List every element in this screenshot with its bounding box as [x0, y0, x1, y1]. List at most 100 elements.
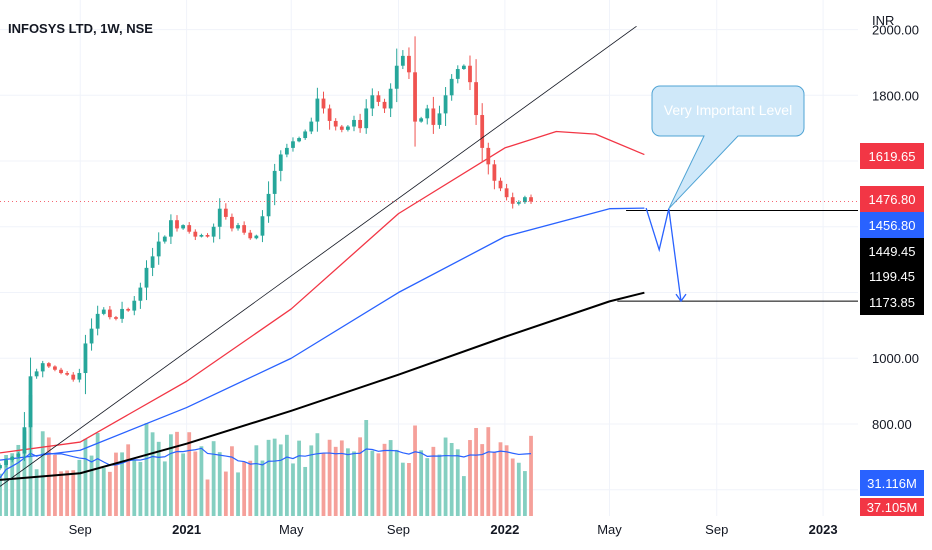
volume-bar	[10, 453, 15, 516]
candle-body	[83, 343, 88, 374]
candle-body	[101, 309, 106, 314]
candle-body	[162, 236, 167, 242]
candle-body	[211, 226, 216, 237]
x-tick-label: Sep	[705, 522, 728, 537]
volume-bar	[437, 454, 442, 516]
volume-bar	[175, 431, 179, 516]
candle-body	[443, 95, 448, 114]
candle-body	[95, 313, 100, 329]
volume-bar	[492, 451, 497, 516]
candle-body	[504, 188, 509, 198]
x-tick-label: Sep	[69, 522, 92, 537]
candle-body	[199, 234, 204, 237]
volume-bar	[95, 433, 100, 516]
price-tag	[860, 238, 924, 264]
candle-body	[4, 460, 8, 466]
candle-body	[327, 108, 332, 121]
volume-bar	[272, 438, 277, 516]
volume-bar	[211, 441, 216, 516]
volume-bar	[352, 451, 356, 516]
volume-bar	[169, 434, 173, 516]
volume-bar	[327, 439, 332, 516]
volume-bar	[34, 469, 39, 516]
candle-body	[242, 225, 247, 233]
candle-body	[144, 267, 149, 288]
candle-body	[388, 88, 393, 109]
moving-average-line	[0, 207, 645, 461]
trendline	[0, 25, 637, 487]
volume-bar	[40, 431, 45, 516]
candle-body	[156, 241, 161, 257]
candle-body	[480, 115, 485, 148]
candle-body	[0, 465, 2, 469]
annotations: Very Important Level	[0, 25, 858, 487]
volume-bar	[236, 472, 240, 516]
x-tick-label: 2022	[490, 522, 519, 537]
candle-body	[53, 366, 57, 370]
callout-box	[651, 85, 805, 210]
volume-bar	[65, 470, 70, 516]
candle-body	[46, 363, 51, 367]
volume-bar	[71, 470, 76, 516]
volume-bar	[156, 441, 161, 516]
candle-body	[22, 427, 27, 454]
candle-body	[272, 170, 277, 194]
x-tick-label: 2021	[172, 522, 201, 537]
volume-bar	[278, 444, 283, 516]
volume-bar	[83, 438, 88, 516]
volume-bar	[504, 445, 509, 516]
moving-average-line	[0, 291, 645, 481]
moving-average-line	[0, 130, 645, 454]
candle-body	[516, 202, 521, 204]
candle-body	[223, 208, 228, 217]
volume-bar	[468, 440, 472, 516]
candle-body	[492, 164, 497, 181]
candle-body	[126, 308, 131, 311]
projection-path	[645, 207, 682, 302]
candle-body	[193, 231, 198, 237]
candle-body	[498, 180, 503, 189]
volume-bar	[53, 454, 57, 516]
volume-bar	[120, 452, 124, 516]
candle-body	[437, 113, 442, 125]
candle-body	[114, 317, 118, 319]
price-axis[interactable]: 600.00800.001000.001800.002000.001619.65…	[860, 23, 924, 516]
volume-bar	[315, 433, 320, 516]
volume-bar	[339, 440, 344, 516]
time-axis[interactable]: Sep 2021 May Sep 2022 May Sep 2023	[0, 516, 932, 550]
volume-bar	[346, 448, 350, 516]
y-tick-label: 1000.00	[872, 351, 919, 366]
candle-body	[266, 193, 271, 217]
volume-bar	[523, 471, 527, 516]
price-tag	[860, 143, 924, 169]
candle-body	[150, 256, 155, 268]
candles	[0, 36, 533, 471]
volume-bar	[77, 459, 82, 516]
volume-bar	[303, 466, 308, 516]
candle-body	[34, 371, 39, 377]
volume-bar	[217, 452, 222, 516]
x-tick-label: May	[279, 522, 304, 537]
volume-bar	[230, 446, 234, 516]
volume-bar	[114, 452, 118, 516]
callout-text: Very Important Level	[664, 102, 792, 118]
volume-bar	[101, 467, 106, 516]
x-tick-label: Sep	[387, 522, 410, 537]
volume-bar	[205, 479, 210, 516]
candle-body	[28, 376, 33, 428]
candle-body	[138, 287, 143, 301]
volume-bar	[516, 462, 521, 516]
candle-body	[431, 108, 436, 125]
candle-body	[333, 120, 338, 127]
candle-body	[358, 119, 363, 129]
volume-pane	[0, 395, 533, 516]
projection-arrowhead	[675, 293, 687, 303]
candle-body	[71, 374, 76, 380]
volume-bar	[0, 473, 2, 516]
candle-body	[132, 300, 137, 311]
candle-body	[205, 234, 210, 237]
volume-tag-partial	[860, 498, 924, 516]
candle-body	[107, 309, 112, 318]
candle-body	[278, 154, 283, 171]
